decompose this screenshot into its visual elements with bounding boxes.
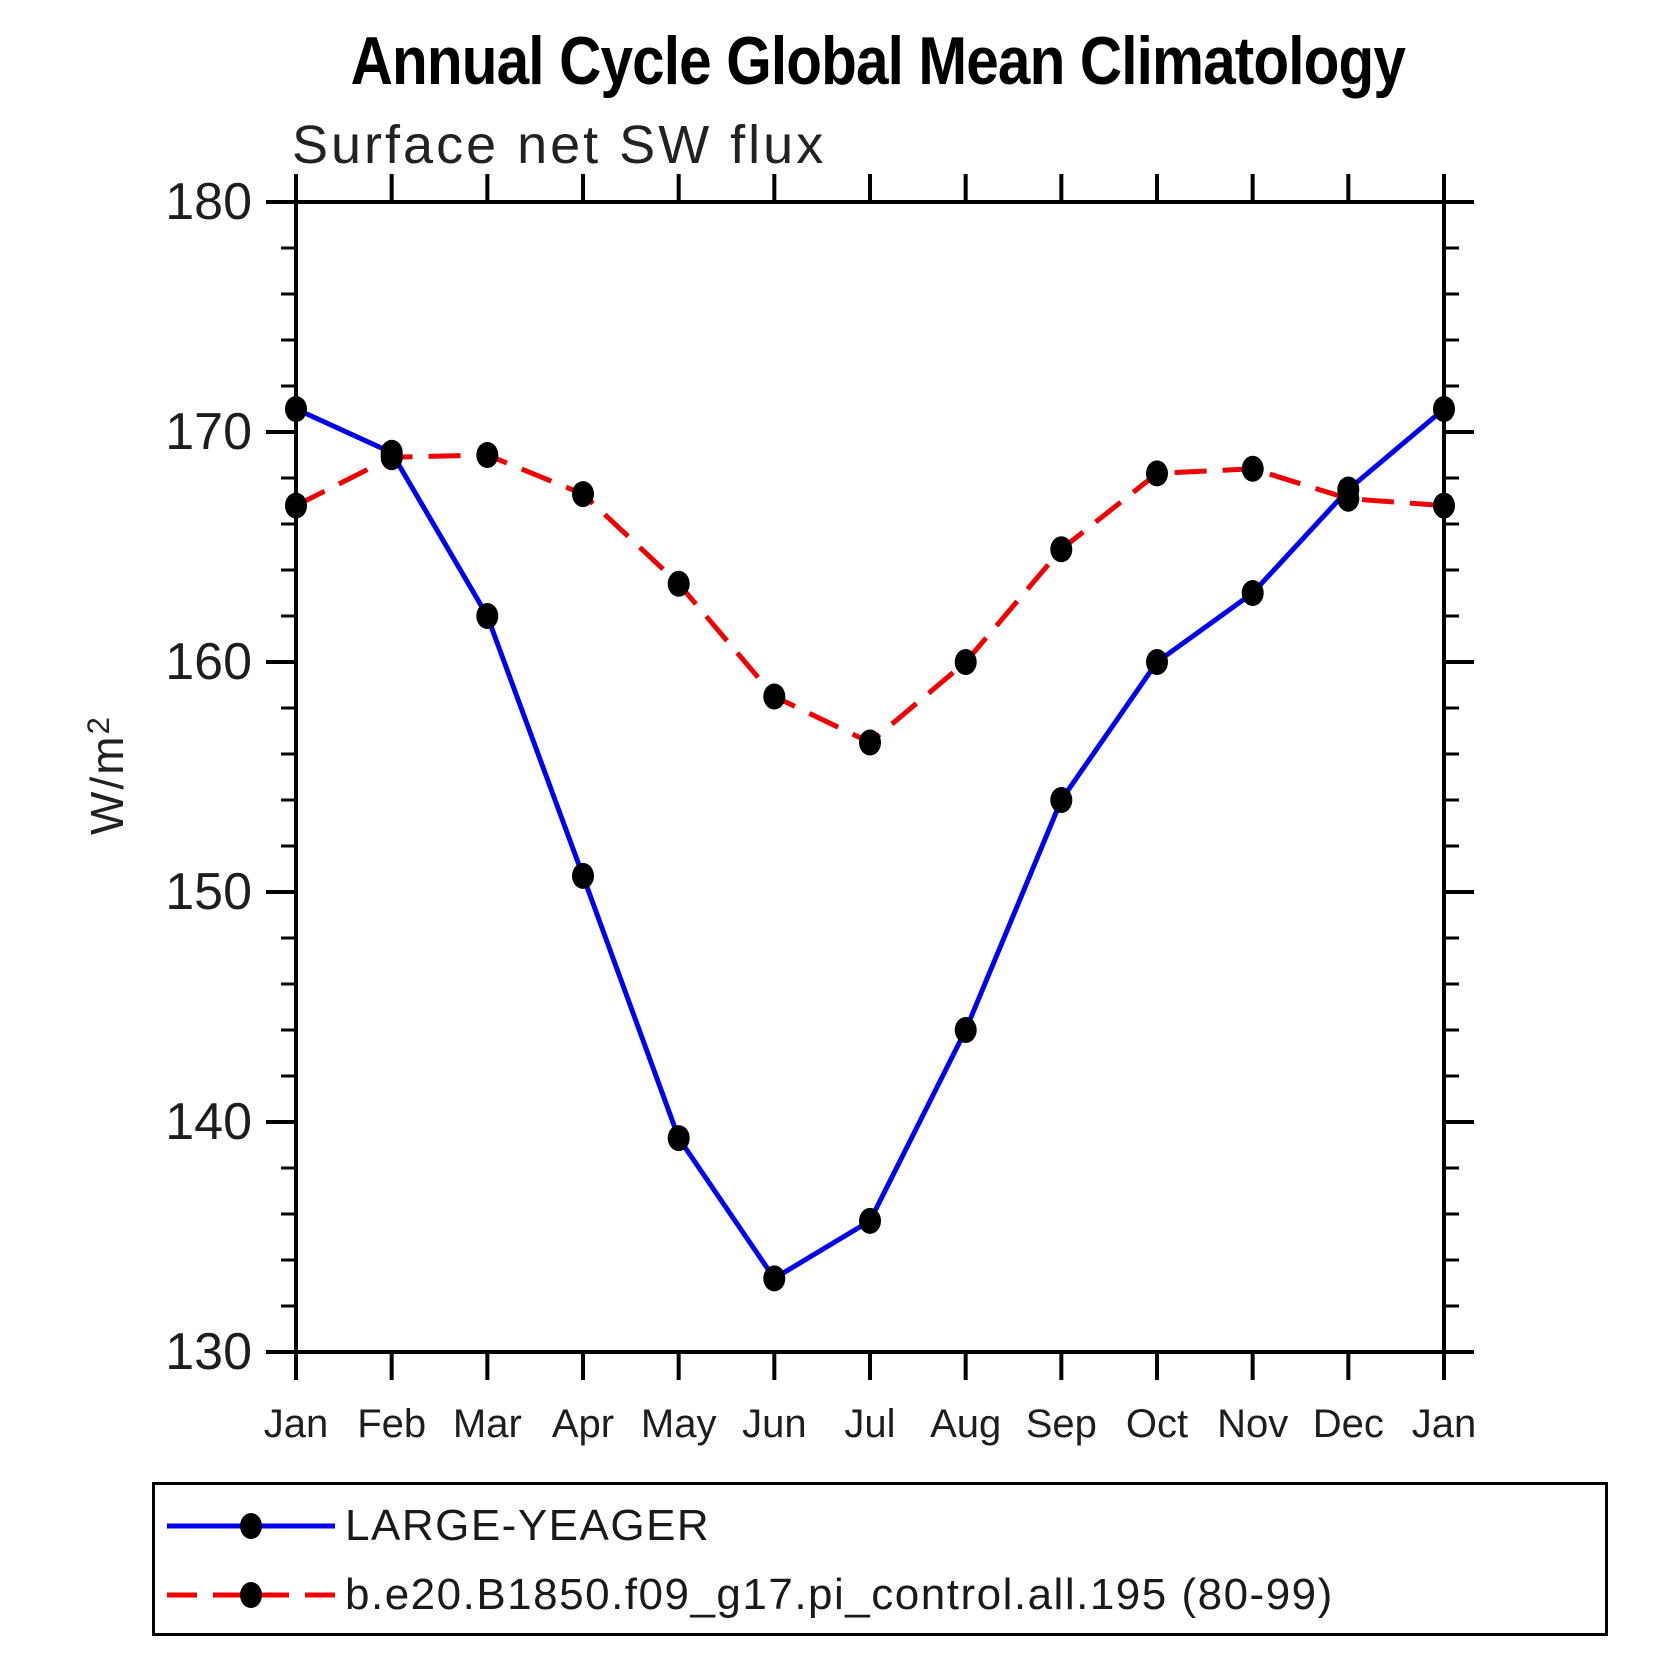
series-line-large-yeager	[294, 406, 1446, 1282]
data-point	[859, 1207, 881, 1234]
axes-group: 130 140 150 160 170 180 Jan Feb Mar Apr May Jun Jul A…	[165, 173, 1476, 1446]
data-point	[1241, 580, 1264, 606]
data-point	[285, 492, 307, 519]
data-point	[1433, 492, 1455, 519]
y-tick-label: 170	[165, 403, 252, 461]
legend-box: LARGE-YEAGER b.e20.B1850.f09_g17.pi_cont…	[152, 1482, 1608, 1636]
y-tick-label: 160	[165, 633, 252, 691]
x-tick-label: Apr	[552, 1402, 614, 1446]
legend-line-sample-dashed	[167, 1582, 335, 1608]
legend-marker-dot	[240, 1513, 262, 1539]
legend-item-model-run: b.e20.B1850.f09_g17.pi_control.all.195 (…	[161, 1570, 1334, 1620]
data-point	[1146, 460, 1168, 487]
data-point	[763, 683, 786, 710]
x-tick-label: Nov	[1217, 1402, 1288, 1446]
data-point	[763, 1265, 786, 1292]
data-point	[859, 729, 881, 756]
x-tick-label: Dec	[1313, 1402, 1384, 1446]
x-tick-label: Sep	[1026, 1402, 1097, 1446]
chart-subtitle: Surface net SW flux	[292, 115, 827, 175]
plot-box	[294, 200, 1446, 1354]
legend-line-sample-solid	[167, 1513, 335, 1539]
x-tick-label: Jul	[844, 1402, 895, 1446]
data-point	[667, 570, 690, 597]
data-point	[476, 442, 499, 468]
data-point	[1433, 396, 1455, 422]
data-point	[1337, 485, 1360, 512]
legend-item-large-yeager: LARGE-YEAGER	[161, 1501, 710, 1551]
x-tick-label: Mar	[453, 1402, 522, 1446]
x-tick-label: Oct	[1126, 1402, 1188, 1446]
series-line-model-run	[294, 452, 1445, 746]
data-point	[954, 1017, 977, 1043]
legend-marker-dot	[240, 1582, 262, 1608]
y-tick-label: 140	[165, 1093, 252, 1151]
x-tick-label: Jan	[264, 1402, 329, 1446]
x-tick-label: May	[641, 1402, 717, 1446]
x-tick-label: Feb	[357, 1402, 426, 1446]
series-group	[294, 406, 1446, 1282]
data-point	[1050, 787, 1073, 813]
data-point	[1146, 649, 1168, 675]
markers-group	[285, 396, 1455, 1292]
data-point	[572, 481, 594, 508]
data-point	[380, 444, 403, 471]
y-tick-label: 150	[165, 863, 252, 921]
legend-label-model-run: b.e20.B1850.f09_g17.pi_control.all.195 (…	[345, 1570, 1334, 1619]
data-point	[476, 603, 499, 629]
x-tick-label: Jan	[1412, 1402, 1477, 1446]
data-point	[667, 1125, 690, 1152]
x-tick-label: Jun	[742, 1402, 807, 1446]
data-point	[1050, 536, 1073, 563]
data-point	[954, 649, 977, 675]
y-tick-label: 130	[165, 1323, 252, 1381]
data-point	[572, 862, 594, 889]
y-tick-label: 180	[165, 173, 252, 231]
legend-label-large-yeager: LARGE-YEAGER	[345, 1501, 711, 1550]
page-title: Annual Cycle Global Mean Climatology	[350, 23, 1406, 99]
data-point	[1241, 455, 1264, 482]
data-point	[285, 396, 307, 422]
x-tick-label: Aug	[930, 1402, 1001, 1446]
